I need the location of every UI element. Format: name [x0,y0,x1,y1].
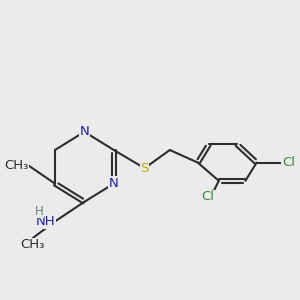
Text: H: H [35,205,44,218]
Text: CH₃: CH₃ [4,159,28,172]
Text: Cl: Cl [282,156,295,169]
Text: S: S [140,162,149,175]
Text: CH₃: CH₃ [20,238,45,251]
Text: NH: NH [35,215,55,228]
Text: Cl: Cl [201,190,214,203]
Text: N: N [109,177,119,190]
Text: N: N [80,125,89,138]
